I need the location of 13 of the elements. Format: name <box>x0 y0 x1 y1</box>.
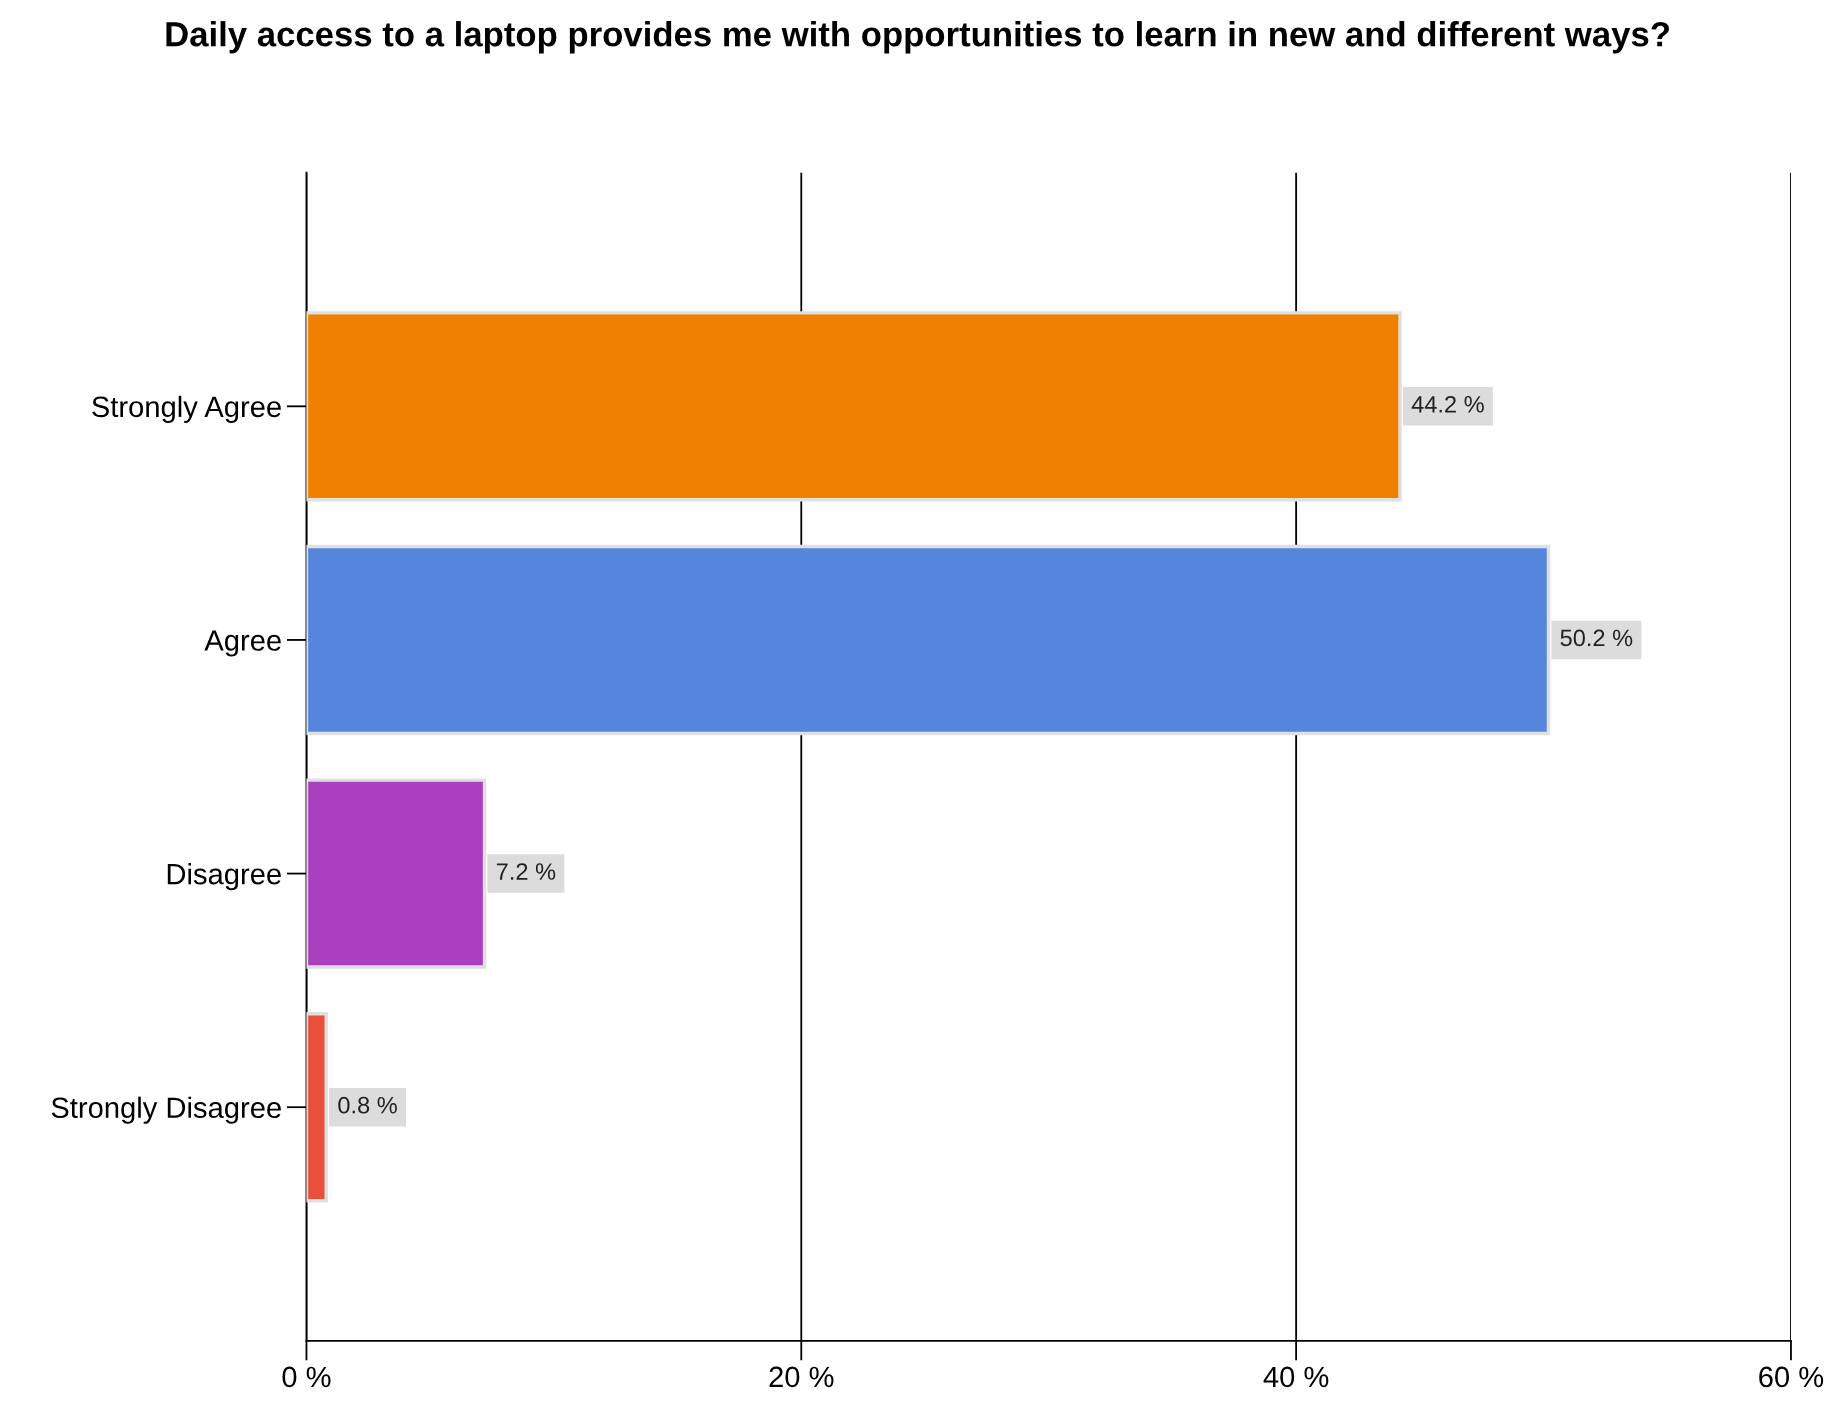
x-tick-label: 20 % <box>769 1366 834 1388</box>
data-label: 0.8 % <box>338 1096 397 1114</box>
data-label: 50.2 % <box>1560 629 1633 647</box>
x-tick-label: 0 % <box>282 1366 331 1388</box>
chart-title: Daily access to a laptop provides me with opportunities to learn in new and different ways? <box>166 21 1669 54</box>
x-tick-label: 60 % <box>1759 1366 1824 1388</box>
data-label: 7.2 % <box>496 863 556 880</box>
y-tick-label: Disagree <box>167 863 281 891</box>
y-tick-label: Strongly Disagree <box>51 1096 281 1124</box>
x-tick-label: 40 % <box>1263 1366 1329 1388</box>
data-label: 44.2 % <box>1411 395 1484 413</box>
y-tick-label: Strongly Agree <box>92 395 281 423</box>
y-tick-label: Agree <box>204 630 281 657</box>
